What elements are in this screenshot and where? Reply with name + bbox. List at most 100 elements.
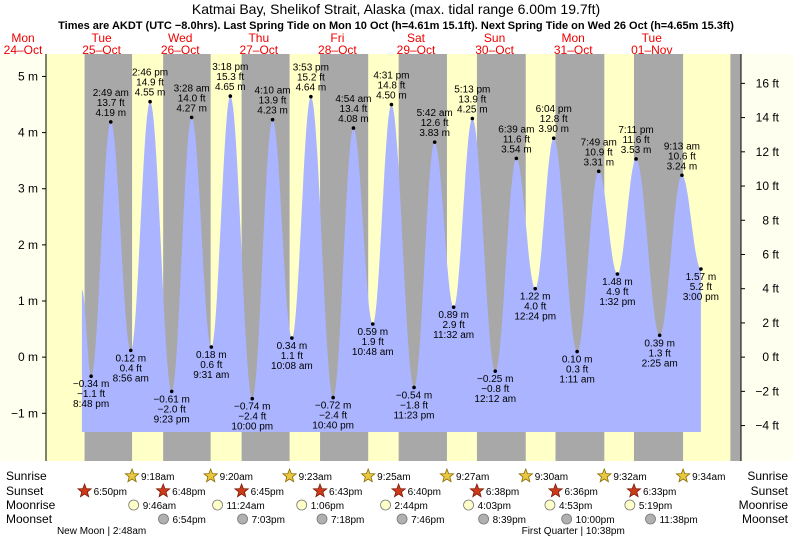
day-name: Tue <box>91 31 112 45</box>
tide-label-line: 12:24 pm <box>514 312 556 323</box>
low-tide-label: −0.34 m−1.1 ft8:48 pm <box>73 379 109 410</box>
tide-label-line: 10:00 pm <box>231 422 273 433</box>
sunset-time: 6:33pm <box>643 487 676 498</box>
tide-label-line: 10:48 am <box>352 347 394 358</box>
low-tide-label: 0.39 m1.3 ft2:25 am <box>642 338 678 369</box>
moonrise-time: 4:53pm <box>559 501 592 512</box>
tide-label-line: 4.64 m <box>296 83 327 94</box>
low-tide-label: 0.18 m0.6 ft9:31 am <box>193 350 229 381</box>
tide-label-line: 12.6 ft <box>421 118 449 129</box>
tide-label-line: 0.10 m <box>562 355 593 366</box>
tide-point <box>470 116 475 121</box>
axes: 5 m 4 m 3 m 2 m 1 m 0 m −1 m 16 ft 14 ft 12 ft 10 … <box>11 54 780 461</box>
day-date: 30–Oct <box>475 43 514 57</box>
left-tick-label: 2 m <box>18 238 38 252</box>
tide-point <box>699 267 703 271</box>
day-name: Fri <box>330 31 344 45</box>
tide-label-line: 4:31 pm <box>373 71 409 82</box>
tide-point <box>309 94 313 99</box>
row-label-right: Sunrise <box>747 469 788 483</box>
day-date: 31–Oct <box>554 43 593 57</box>
tide-label-line: 0.89 m <box>438 310 469 321</box>
right-tick-label: −2 ft <box>755 384 779 398</box>
tide-point <box>228 94 233 98</box>
tide-label-line: 1.22 m <box>520 292 551 303</box>
tide-point <box>108 120 113 124</box>
tide-label-line: 4.19 m <box>95 108 126 119</box>
tide-point <box>493 369 498 373</box>
tide-label-line: 10.6 ft <box>668 151 696 162</box>
tide-label-line: 8:56 am <box>113 373 149 384</box>
sunset-icon <box>469 482 485 498</box>
tide-label-line: −1.1 ft <box>77 389 105 400</box>
sunset-time: 6:45pm <box>251 487 284 498</box>
tide-point <box>596 169 601 174</box>
sunrise-icon <box>675 467 691 483</box>
row-label-right: Moonset <box>742 512 789 526</box>
tide-label-line: 12:12 am <box>474 394 516 405</box>
tide-label-line: −0.25 m <box>477 374 513 385</box>
low-tide-label: 1.48 m4.9 ft1:32 pm <box>599 277 635 308</box>
tide-point <box>634 157 638 161</box>
sunrise-time: 9:34am <box>692 472 725 483</box>
tide-label-line: −2.0 ft <box>158 404 186 415</box>
tide-label-line: 11.6 ft <box>623 135 650 146</box>
right-tick-label: 12 ft <box>756 145 780 159</box>
moonrise-icon <box>544 499 556 511</box>
tide-label-line: 15.2 ft <box>297 73 325 84</box>
moonrise-icon <box>380 499 391 511</box>
tide-label-line: 2:25 am <box>642 358 678 369</box>
tide-label-line: 13.4 ft <box>340 104 368 115</box>
tide-label-line: 4.65 m <box>215 82 246 93</box>
low-tide-label: 0.10 m0.3 ft1:11 am <box>559 355 594 386</box>
row-label-left: Sunrise <box>6 469 47 483</box>
tide-label-line: 0.3 ft <box>566 365 588 376</box>
moonset-icon <box>316 513 328 525</box>
moonset-icon <box>158 513 169 525</box>
sunset-icon <box>233 482 250 498</box>
tide-label-line: 9:31 am <box>193 370 229 381</box>
tide-label-line: 3.24 m <box>667 161 698 172</box>
tide-label-line: −2.4 ft <box>319 411 347 422</box>
right-tick-label: 0 ft <box>762 350 779 364</box>
tide-label-line: 14.8 ft <box>378 81 406 92</box>
day-name: Mon <box>562 31 585 45</box>
tide-point <box>148 99 152 104</box>
tide-label-line: 4.0 ft <box>524 302 546 313</box>
tide-label-line: 2.9 ft <box>443 320 465 331</box>
tide-label-line: 10.9 ft <box>585 147 613 158</box>
tide-label-line: 0.6 ft <box>200 360 222 371</box>
moonset-time: 7:03pm <box>252 515 285 526</box>
tide-label-line: 13.7 ft <box>97 98 125 109</box>
tide-label-line: 2:49 am <box>93 88 129 99</box>
left-tick-label: 1 m <box>18 294 38 308</box>
left-tick-label: 0 m <box>18 350 38 364</box>
tide-label-line: 5:42 am <box>417 108 453 119</box>
day-name: Tue <box>642 31 663 45</box>
sunset-time: 6:38pm <box>486 487 519 498</box>
day-date: 25–Oct <box>82 43 121 57</box>
sunrise-icon <box>281 467 298 483</box>
tide-point <box>250 396 255 401</box>
moonset-time: 7:46pm <box>411 515 444 526</box>
sunset-icon <box>390 482 407 498</box>
moonset-icon <box>478 513 490 525</box>
tide-label-line: 9:23 pm <box>154 414 190 425</box>
sunrise-icon <box>202 467 219 483</box>
row-label-left: Moonset <box>6 512 53 526</box>
sunset-icon <box>626 482 642 498</box>
moonrise-icon <box>463 499 474 511</box>
sunrise-icon <box>518 467 534 483</box>
tide-label-line: −0.72 m <box>315 401 351 412</box>
tide-label-line: 3.54 m <box>501 144 532 155</box>
tide-label-line: 3.90 m <box>538 124 569 135</box>
